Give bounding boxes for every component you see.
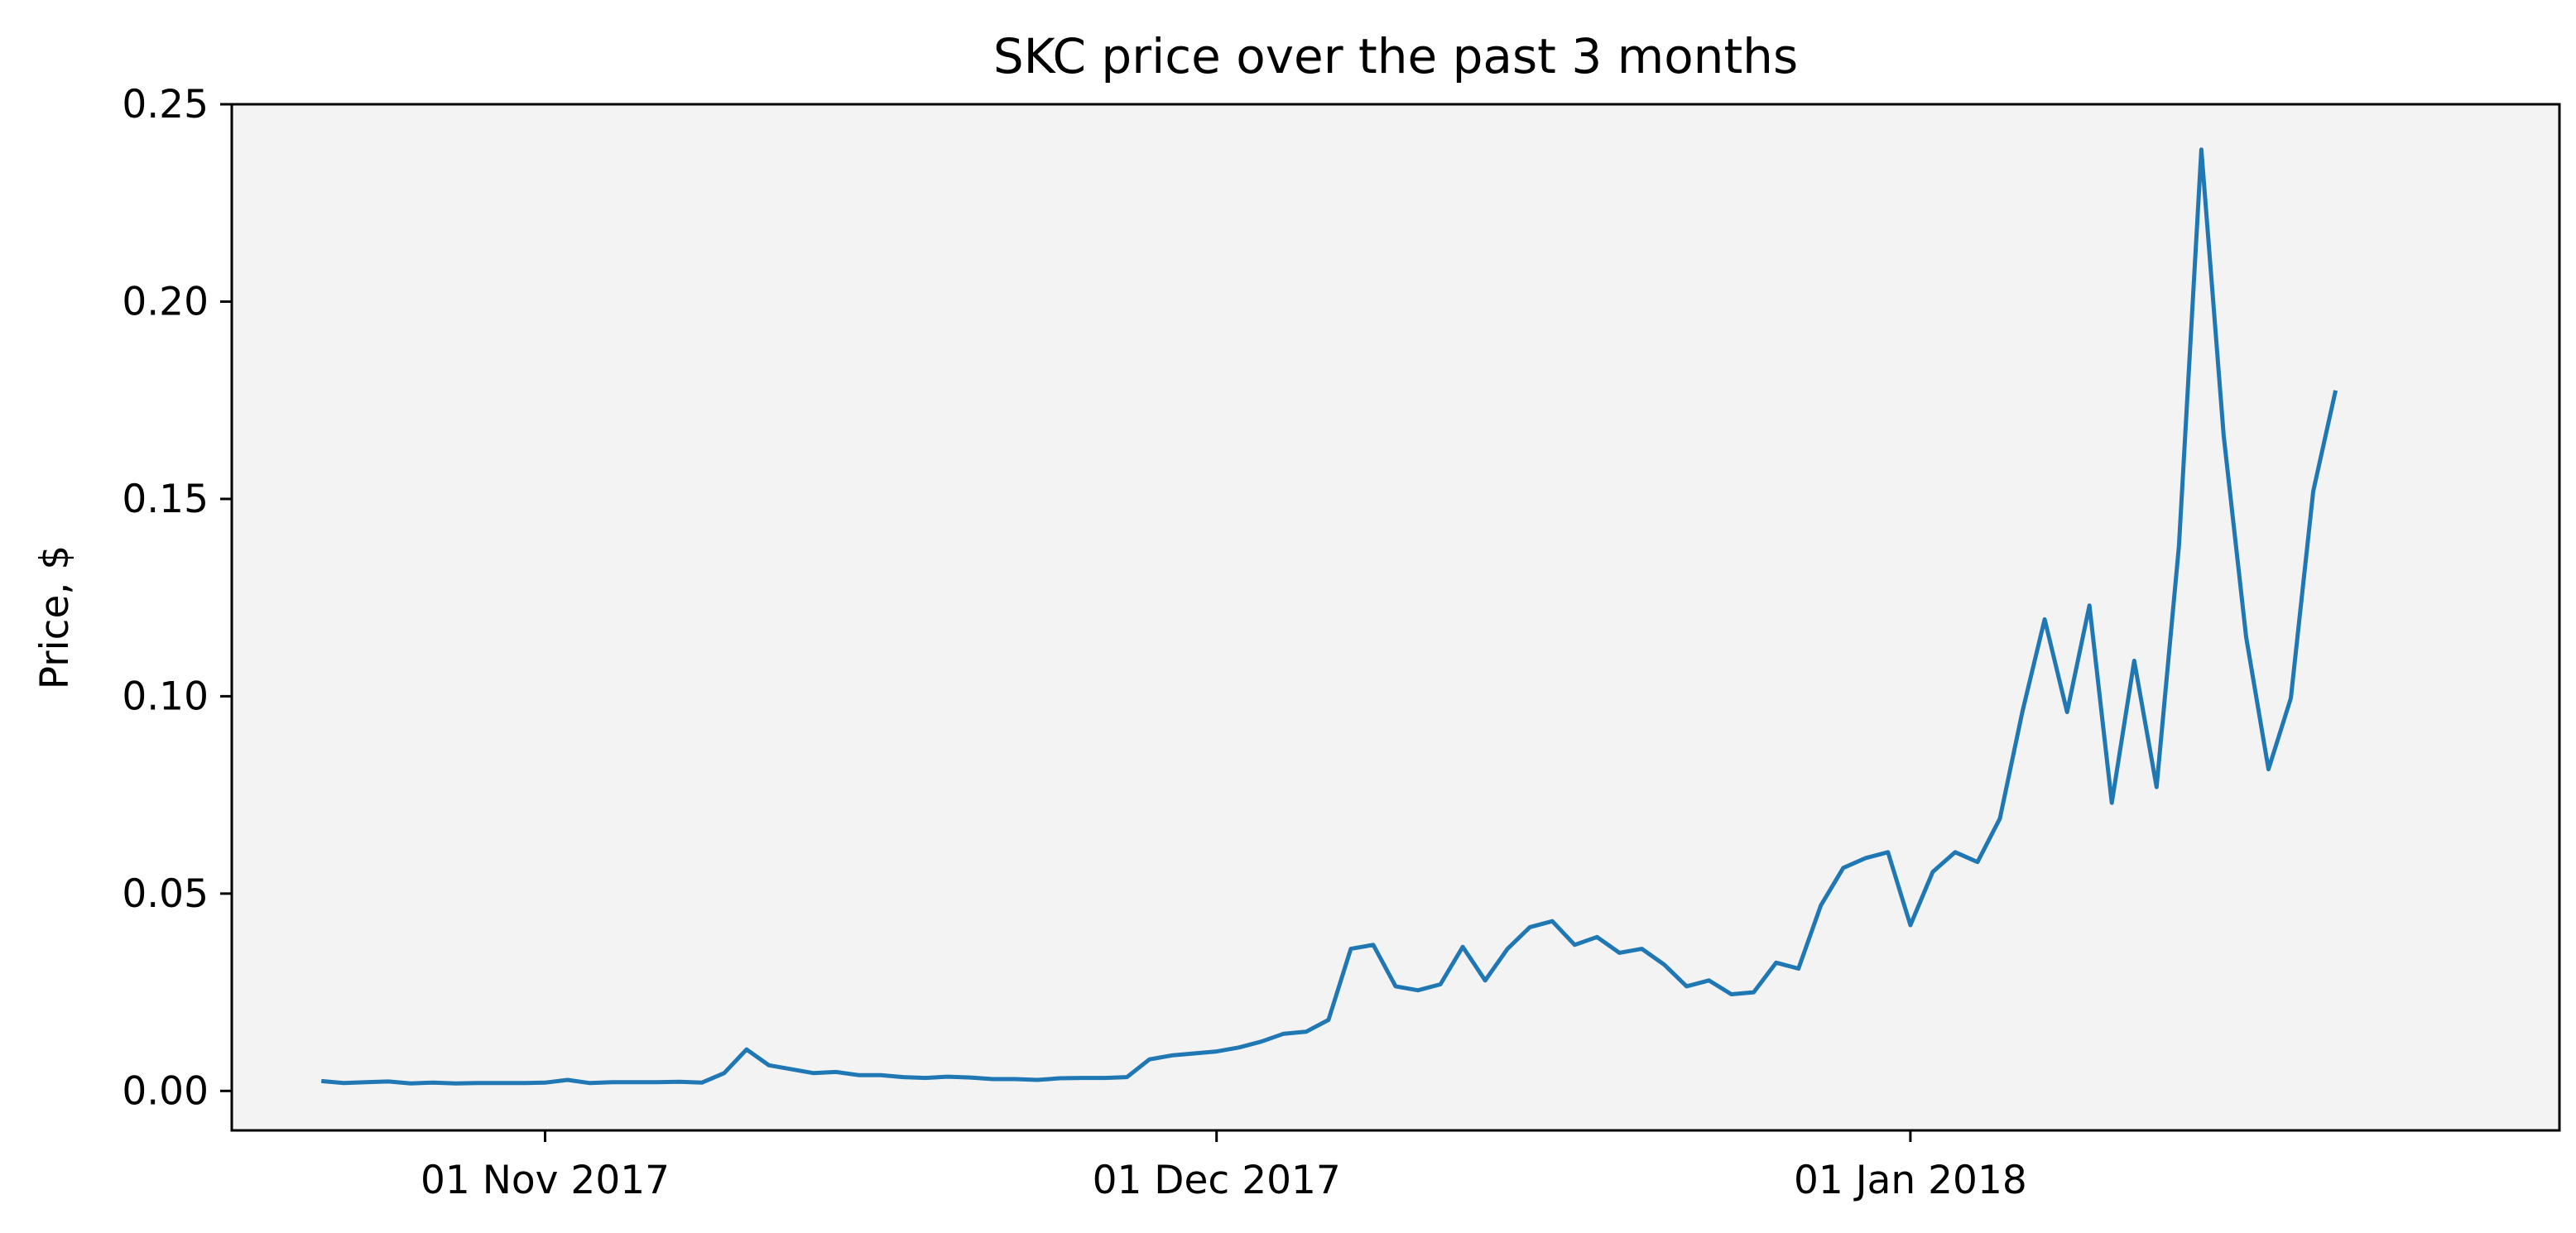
x-tick-label: 01 Dec 2017: [1093, 1158, 1341, 1203]
y-axis-ticks: 0.00 0.05 0.10 0.15 0.20 0.25: [122, 82, 232, 1114]
x-tick-label: 01 Nov 2017: [421, 1158, 670, 1203]
y-tick-label: 0.00: [122, 1068, 209, 1114]
y-tick-label: 0.05: [122, 871, 209, 917]
y-tick-label: 0.15: [122, 477, 209, 522]
x-tick-label: 01 Jan 2018: [1794, 1158, 2027, 1203]
x-axis-ticks: 01 Nov 2017 01 Dec 2017 01 Jan 2018: [421, 1130, 2027, 1203]
y-tick-label: 0.25: [122, 82, 209, 127]
y-tick-label: 0.10: [122, 674, 209, 719]
series-layer: [320, 147, 2338, 1086]
y-axis-label: Price, $: [32, 545, 78, 689]
y-tick-label: 0.20: [122, 279, 209, 324]
chart-title: SKC price over the past 3 months: [993, 28, 1798, 84]
plot-frame: [230, 103, 2561, 1132]
